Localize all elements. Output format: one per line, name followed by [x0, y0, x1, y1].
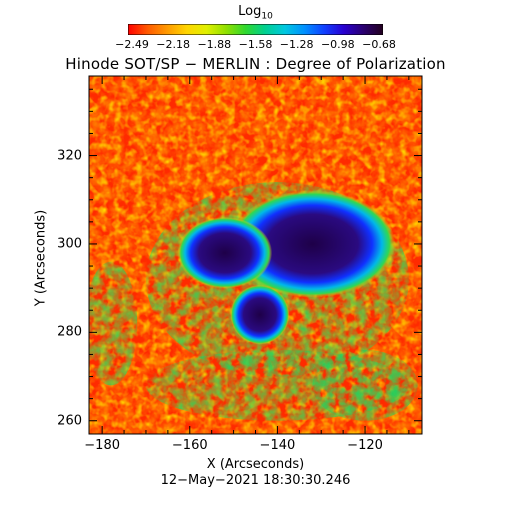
colorbar [128, 24, 383, 35]
x-tick-label: −120 [347, 438, 383, 453]
colorbar-tick-label: −2.49 [115, 38, 149, 51]
axis-ticks [89, 76, 422, 434]
colorbar-title-text: Log [238, 4, 262, 19]
colorbar-title: Log10 [0, 4, 511, 22]
colorbar-tick-label: −0.68 [362, 38, 396, 51]
colorbar-title-subscript: 10 [261, 11, 273, 22]
y-tick-label: 280 [57, 324, 82, 340]
x-tick-label: −160 [171, 438, 208, 453]
y-axis-label: Y (Arcseconds) [33, 209, 49, 307]
y-tick-label: 300 [57, 236, 82, 252]
colorbar-tick-label: −1.28 [279, 38, 314, 51]
y-tick-label: 260 [57, 413, 82, 429]
x-tick-label: −140 [259, 438, 296, 453]
observation-timestamp: 12−May−2021 18:30:30.246 [160, 473, 351, 488]
y-tick-label: 320 [57, 148, 82, 164]
chart-title: Hinode SOT/SP − MERLIN : Degree of Polar… [65, 55, 446, 73]
heatmap-image [89, 76, 422, 434]
sunspot-3 [230, 284, 290, 345]
colorbar-tick-label: −1.88 [197, 38, 232, 51]
colorbar-tick-label: −2.18 [156, 38, 191, 51]
colorbar-tick-label: −0.98 [320, 38, 355, 51]
sunspot-1 [229, 190, 396, 298]
colorbar-tick-label: −1.58 [238, 38, 273, 51]
x-tick-label: −180 [84, 438, 120, 453]
sunspot-2 [177, 216, 273, 289]
x-axis-label: X (Arcseconds) [206, 457, 305, 472]
